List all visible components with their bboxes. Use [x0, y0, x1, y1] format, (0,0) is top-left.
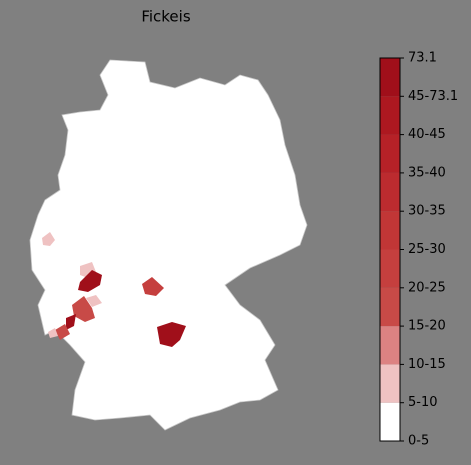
- region-low: [42, 232, 55, 246]
- region-mid: [72, 296, 95, 322]
- country-outline: [29, 59, 308, 431]
- colorbar-label: 10-15: [408, 357, 446, 372]
- map: [29, 59, 308, 431]
- colorbar-label: 5-10: [408, 395, 438, 410]
- colorbar-label: 25-30: [408, 242, 446, 257]
- colorbar-segment: [380, 402, 400, 441]
- region-high: [66, 314, 76, 330]
- colorbar-frame: [379, 57, 401, 442]
- colorbar-segment: [380, 364, 400, 403]
- region-low: [86, 295, 102, 307]
- colorbar: 0-5 5-10 10-15 15-20 20-25 25-30 30-35 35-40 40-…: [380, 51, 458, 449]
- colorbar-label: 35-40: [408, 165, 446, 180]
- colorbar-label: 20-25: [408, 280, 446, 295]
- colorbar-label: 15-20: [408, 319, 446, 334]
- colorbar-segment: [380, 134, 400, 173]
- region-mid: [55, 324, 70, 340]
- colorbar-segment: [380, 96, 400, 135]
- colorbar-label: 45-73.1: [408, 89, 458, 104]
- colorbar-segment: [380, 211, 400, 250]
- colorbar-label: 30-35: [408, 204, 446, 219]
- colorbar-segment: [380, 326, 400, 365]
- region-high: [78, 270, 102, 292]
- colorbar-label: 0-5: [408, 434, 429, 449]
- colorbar-segment: [380, 249, 400, 288]
- colorbar-segment: [380, 172, 400, 212]
- region-mid: [142, 277, 164, 296]
- region-low: [48, 328, 58, 338]
- map-title: Fickeis: [141, 8, 190, 26]
- colorbar-label: 73.1: [408, 51, 437, 66]
- colorbar-segment: [380, 287, 400, 327]
- region-high: [157, 322, 186, 347]
- colorbar-label: 40-45: [408, 127, 446, 142]
- colorbar-segment: [380, 58, 400, 97]
